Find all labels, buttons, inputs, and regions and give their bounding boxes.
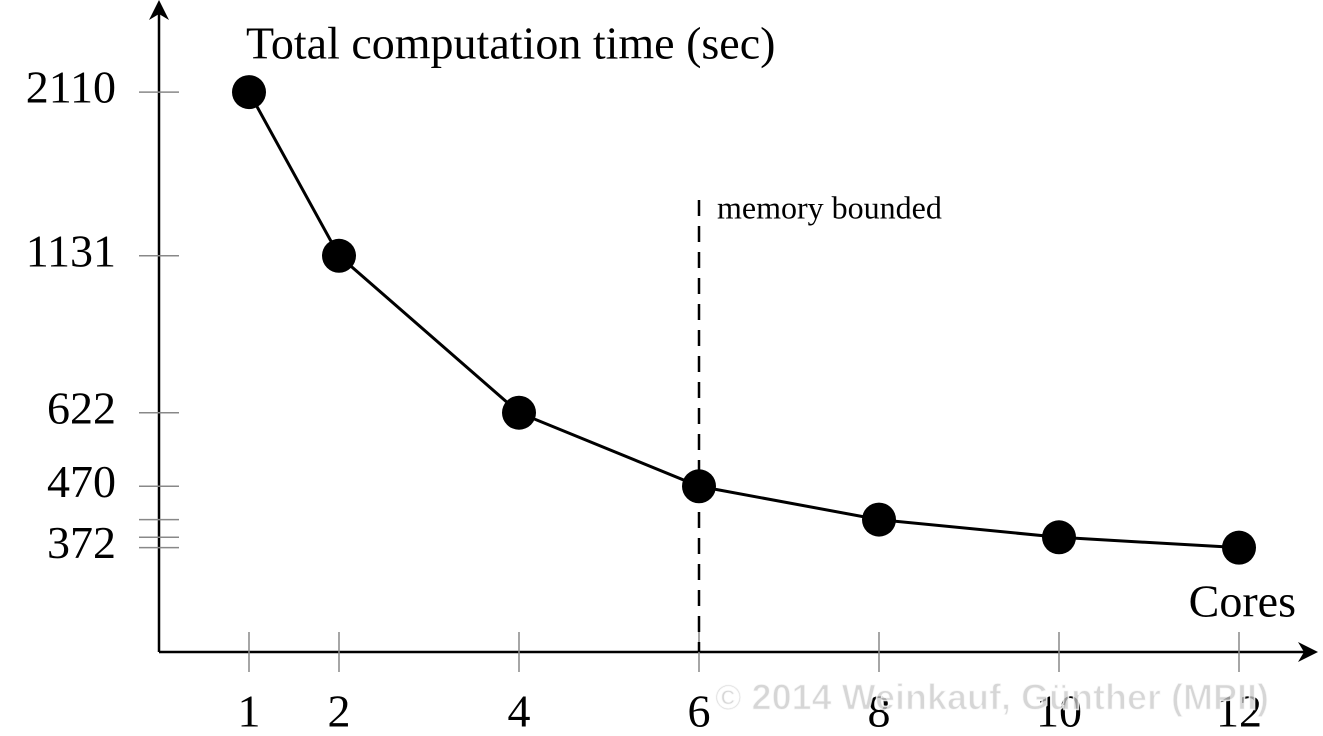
x-tick-label: 12 <box>1216 686 1262 736</box>
data-point <box>322 238 356 273</box>
data-point <box>862 502 896 537</box>
x-tick-label: 4 <box>508 686 531 736</box>
annotation: memory bounded <box>717 189 942 225</box>
y-tick-label: 372 <box>47 517 116 568</box>
data-point <box>1042 520 1076 555</box>
data-point <box>1222 530 1256 565</box>
data-point <box>682 469 716 504</box>
data-point <box>502 395 536 430</box>
y-tick-label: 2110 <box>26 62 116 113</box>
x-tick-label: 10 <box>1036 686 1082 736</box>
x-tick-label: 2 <box>328 686 351 736</box>
x-axis-label: Cores <box>1189 576 1296 627</box>
x-tick-label: 6 <box>688 686 711 736</box>
y-tick-label: 1131 <box>26 225 116 276</box>
y-tick-label: 470 <box>47 456 116 507</box>
y-axis-label: Total computation time (sec) <box>246 18 775 69</box>
y-tick-label: 622 <box>47 382 116 433</box>
x-tick-label: 1 <box>238 686 261 736</box>
x-tick-label: 8 <box>868 686 891 736</box>
series-line <box>247 91 1240 550</box>
watermark: © 2014 Weinkauf, Günther (MPII) <box>715 677 1269 718</box>
data-point <box>232 75 266 110</box>
